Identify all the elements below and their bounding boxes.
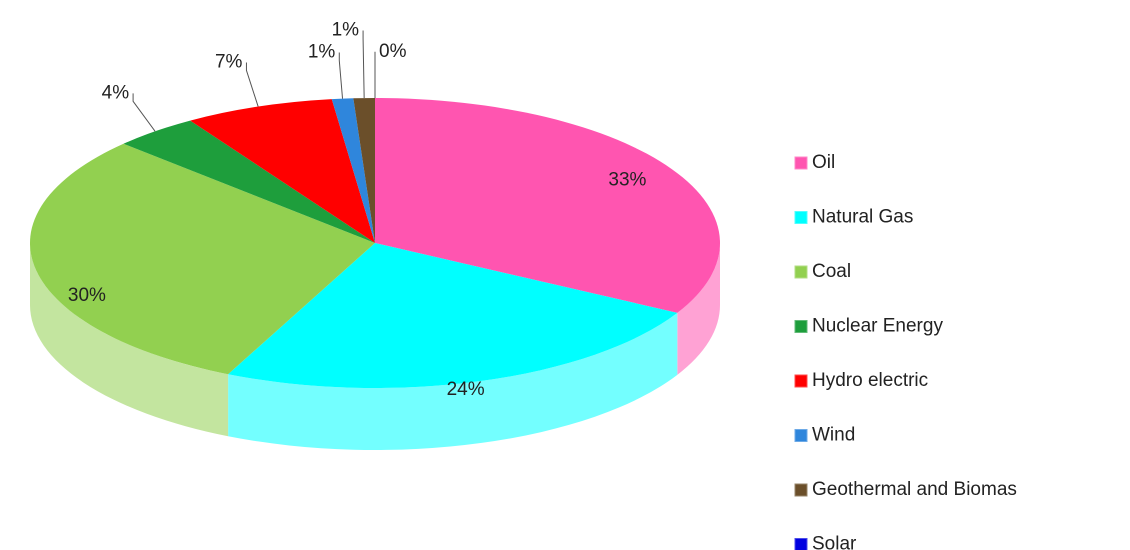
data-label: 4% [102, 82, 130, 103]
legend-swatch [794, 374, 808, 388]
data-label: 1% [308, 42, 336, 63]
slice [331, 98, 375, 243]
slice [190, 99, 375, 243]
slice [228, 243, 678, 389]
data-label: 30% [68, 285, 106, 306]
legend-label: Natural Gas [812, 207, 913, 228]
legend-label: Oil [812, 152, 835, 173]
legend-label: Geothermal and Biomas [812, 479, 1017, 500]
data-label: 1% [332, 20, 360, 41]
data-label: 0% [379, 41, 407, 62]
leader-line [245, 62, 259, 107]
legend-label: Coal [812, 261, 851, 282]
data-label: 24% [447, 379, 485, 400]
legend-swatch [794, 265, 808, 279]
legend-label: Hydro electric [812, 370, 928, 391]
leader-line [362, 30, 365, 99]
legend-swatch [794, 156, 808, 170]
legend-swatch [794, 429, 808, 442]
slice-side [228, 312, 678, 450]
leader-line [338, 52, 344, 99]
slice [353, 98, 375, 243]
leader-line [132, 93, 156, 132]
slice [375, 98, 721, 313]
legend-swatch [794, 538, 808, 550]
slice [29, 143, 375, 375]
legend-label: Wind [812, 425, 855, 446]
data-label: 7% [215, 51, 243, 72]
legend-swatch [794, 211, 808, 224]
slice-side [677, 243, 720, 375]
slice [123, 120, 375, 243]
legend-swatch [794, 320, 808, 333]
legend-label: Nuclear Energy [812, 316, 943, 337]
legend-swatch [794, 483, 808, 497]
data-label: 33% [608, 169, 646, 190]
slice-side [30, 243, 229, 437]
legend-label: Solar [812, 534, 857, 550]
